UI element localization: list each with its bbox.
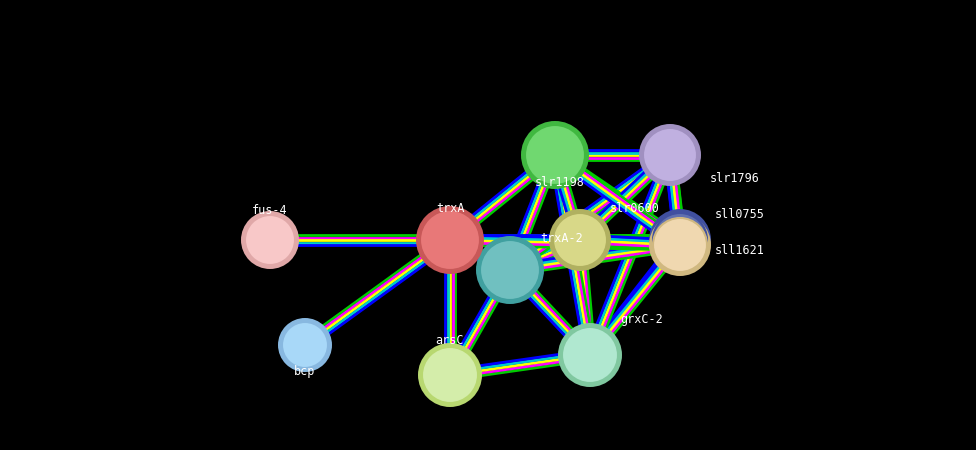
Circle shape [241,211,299,269]
Text: slr1796: slr1796 [710,171,760,184]
Circle shape [418,343,482,407]
Text: slr1198: slr1198 [535,176,585,189]
Circle shape [278,318,332,372]
Circle shape [476,236,544,304]
Text: sll1621: sll1621 [715,243,765,256]
Circle shape [245,215,295,265]
Circle shape [643,128,697,182]
Circle shape [558,323,622,387]
Circle shape [553,213,607,267]
Circle shape [549,209,611,271]
Circle shape [282,322,328,368]
Text: arsC: arsC [435,333,465,346]
Circle shape [422,347,478,403]
Text: sll0755: sll0755 [715,208,765,221]
Circle shape [653,213,707,267]
Text: grxC-2: grxC-2 [620,314,663,327]
Circle shape [420,210,480,270]
Circle shape [649,209,711,271]
Circle shape [521,121,589,189]
Circle shape [562,327,618,383]
Circle shape [525,125,585,185]
Text: slr0600: slr0600 [610,202,660,215]
Text: bcp: bcp [295,365,315,378]
Circle shape [416,206,484,274]
Circle shape [653,218,707,272]
Circle shape [480,240,540,300]
Circle shape [639,124,701,186]
Text: trxA: trxA [435,202,465,215]
Circle shape [649,214,711,276]
Text: trxA-2: trxA-2 [540,231,583,244]
Text: fus-4: fus-4 [252,203,288,216]
